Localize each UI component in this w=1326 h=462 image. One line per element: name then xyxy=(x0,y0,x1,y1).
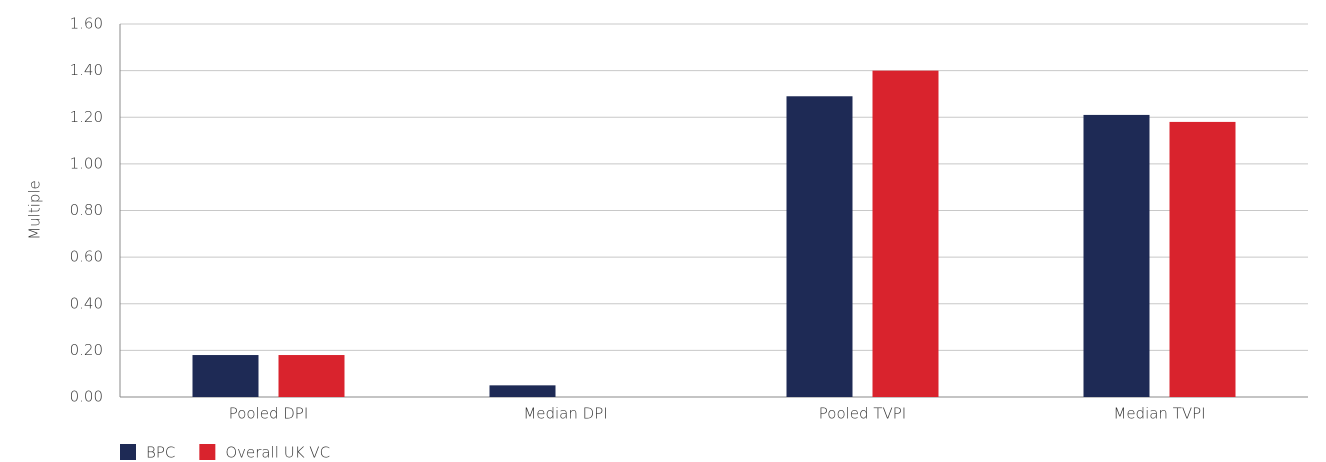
y-axis-label: Multiple xyxy=(26,180,44,240)
legend-swatch xyxy=(199,444,216,460)
bar xyxy=(872,70,939,397)
x-tick-label: Median DPI xyxy=(523,405,607,423)
bar xyxy=(278,355,345,397)
bar xyxy=(1083,114,1150,397)
y-tick-label: 1.20 xyxy=(70,108,103,126)
y-tick-label: 0.00 xyxy=(70,388,103,406)
legend-swatch xyxy=(120,444,136,460)
legend-label: Overall UK VC xyxy=(225,444,330,462)
bar xyxy=(192,355,259,397)
y-tick-label: 1.40 xyxy=(70,61,103,79)
y-tick-label: 0.80 xyxy=(70,201,103,219)
bar xyxy=(489,385,556,397)
x-tick-label: Pooled DPI xyxy=(229,405,309,423)
y-tick-label: 0.20 xyxy=(70,341,103,359)
x-tick-label: Pooled TVPI xyxy=(819,405,906,423)
y-tick-label: 1.60 xyxy=(70,15,103,33)
x-tick-label: Median TVPI xyxy=(1113,405,1205,423)
bar xyxy=(1169,121,1236,397)
legend-label: BPC xyxy=(146,444,175,462)
bar xyxy=(786,96,853,398)
y-tick-label: 0.60 xyxy=(70,248,103,266)
y-tick-label: 1.00 xyxy=(70,154,103,172)
y-tick-label: 0.40 xyxy=(70,294,103,312)
